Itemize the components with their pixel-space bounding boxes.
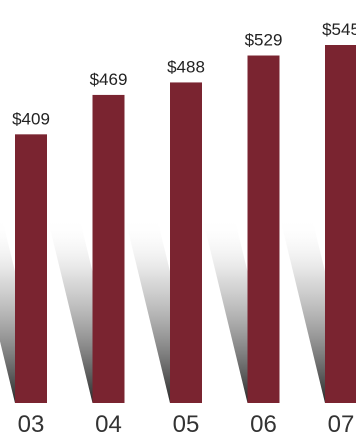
bar-05	[170, 82, 202, 403]
value-label: $488	[167, 57, 205, 76]
x-axis-ticks: 03 04 05 06 07	[18, 411, 355, 437]
x-tick-label: 07	[328, 411, 355, 437]
bar-03	[15, 134, 47, 403]
bar-04	[92, 94, 125, 403]
x-tick-label: 04	[95, 411, 122, 437]
bar-06	[247, 55, 280, 403]
bars-group	[15, 45, 356, 403]
x-tick-label: 03	[18, 411, 45, 437]
value-labels: $409 $469 $488 $529 $545	[12, 20, 356, 128]
x-tick-label: 05	[173, 411, 200, 437]
value-label: $545	[322, 20, 356, 39]
bar-07	[325, 45, 356, 403]
value-label: $529	[245, 31, 283, 50]
x-tick-label: 06	[250, 411, 277, 437]
value-label: $409	[12, 109, 50, 128]
value-label: $469	[90, 70, 128, 89]
